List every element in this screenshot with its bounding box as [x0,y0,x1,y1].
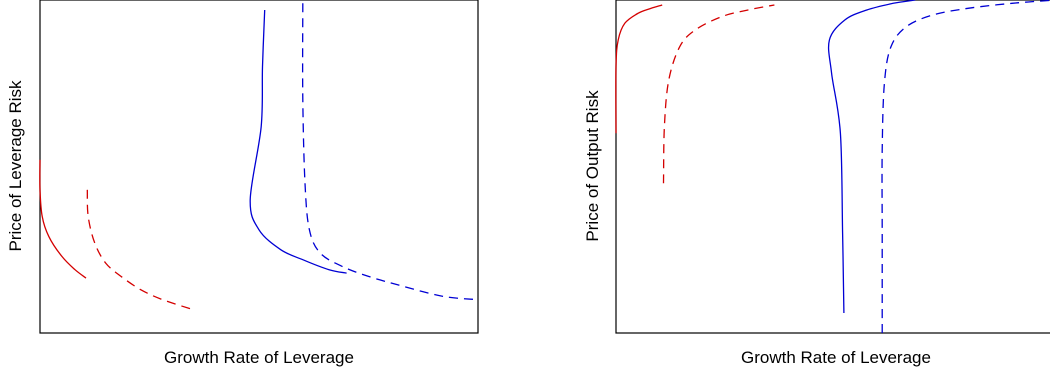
series-line-left-2 [86,189,194,311]
series-line-left-4 [301,3,479,301]
plot-frame-right [615,0,1050,334]
series-group-left [39,3,479,311]
series-group-right [615,0,1050,333]
panel-left: Growth Rate of Leverage Price of Leverag… [6,0,479,367]
panel-right: Growth Rate of Leverage Price of Output … [583,0,1050,367]
plot-frame-left [39,0,479,334]
y-axis-label-right: Price of Output Risk [583,90,602,242]
series-line-left-1 [39,159,87,279]
series-line-right-1 [615,4,663,134]
x-axis-label-right: Growth Rate of Leverage [741,348,931,367]
series-line-right-2 [662,4,775,184]
series-line-right-4 [881,0,1050,333]
series-line-right-3 [827,0,916,314]
y-axis-label-left: Price of Leverage Risk [6,80,25,252]
series-line-left-3 [249,9,347,274]
x-axis-label-left: Growth Rate of Leverage [164,348,354,367]
